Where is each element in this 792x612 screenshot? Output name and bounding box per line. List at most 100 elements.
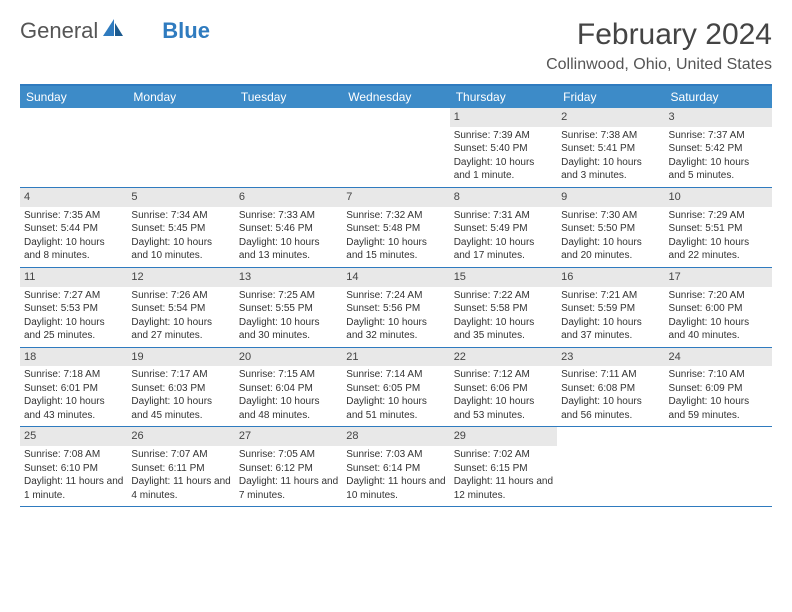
daylight-text: Daylight: 10 hours and 37 minutes.	[561, 316, 660, 343]
day-cell: .	[127, 108, 234, 187]
daylight-text: Daylight: 10 hours and 56 minutes.	[561, 395, 660, 422]
day-number: 21	[342, 348, 449, 367]
day-cell: 14Sunrise: 7:24 AMSunset: 5:56 PMDayligh…	[342, 268, 449, 347]
sunset-text: Sunset: 6:11 PM	[131, 462, 230, 476]
day-cell: 23Sunrise: 7:11 AMSunset: 6:08 PMDayligh…	[557, 348, 664, 427]
day-cell: .	[20, 108, 127, 187]
sunrise-text: Sunrise: 7:18 AM	[24, 368, 123, 382]
day-cell: .	[665, 427, 772, 506]
sunrise-text: Sunrise: 7:07 AM	[131, 448, 230, 462]
sunset-text: Sunset: 5:54 PM	[131, 302, 230, 316]
day-cell: 26 Sunrise: 7:07 AMSunset: 6:11 PMDayligh…	[127, 427, 234, 506]
day-cell: 13Sunrise: 7:25 AMSunset: 5:55 PMDayligh…	[235, 268, 342, 347]
daylight-text: Daylight: 10 hours and 8 minutes.	[24, 236, 123, 263]
daylight-text: Daylight: 10 hours and 30 minutes.	[239, 316, 338, 343]
daylight-text: Daylight: 10 hours and 51 minutes.	[346, 395, 445, 422]
day-cell: 4Sunrise: 7:35 AMSunset: 5:44 PMDaylight…	[20, 188, 127, 267]
sunset-text: Sunset: 5:49 PM	[454, 222, 553, 236]
daylight-text: Daylight: 10 hours and 32 minutes.	[346, 316, 445, 343]
sunset-text: Sunset: 5:58 PM	[454, 302, 553, 316]
day-number: 9	[557, 188, 664, 207]
daylight-text: Daylight: 10 hours and 22 minutes.	[669, 236, 768, 263]
daylight-text: Daylight: 10 hours and 25 minutes.	[24, 316, 123, 343]
days-of-week-row: SundayMondayTuesdayWednesdayThursdayFrid…	[20, 86, 772, 108]
sunrise-text: Sunrise: 7:35 AM	[24, 209, 123, 223]
day-cell: 9Sunrise: 7:30 AMSunset: 5:50 PMDaylight…	[557, 188, 664, 267]
sunrise-text: Sunrise: 7:11 AM	[561, 368, 660, 382]
day-cell: 1Sunrise: 7:39 AMSunset: 5:40 PMDaylight…	[450, 108, 557, 187]
sunset-text: Sunset: 5:46 PM	[239, 222, 338, 236]
sunset-text: Sunset: 6:04 PM	[239, 382, 338, 396]
sunset-text: Sunset: 6:00 PM	[669, 302, 768, 316]
day-number: 17	[665, 268, 772, 287]
day-cell: 10Sunrise: 7:29 AMSunset: 5:51 PMDayligh…	[665, 188, 772, 267]
sunrise-text: Sunrise: 7:14 AM	[346, 368, 445, 382]
day-cell: 7Sunrise: 7:32 AMSunset: 5:48 PMDaylight…	[342, 188, 449, 267]
day-cell: 27Sunrise: 7:05 AMSunset: 6:12 PMDayligh…	[235, 427, 342, 506]
day-number: 3	[665, 108, 772, 127]
sunset-text: Sunset: 5:59 PM	[561, 302, 660, 316]
day-cell: 20Sunrise: 7:15 AMSunset: 6:04 PMDayligh…	[235, 348, 342, 427]
sunset-text: Sunset: 6:08 PM	[561, 382, 660, 396]
sunrise-text: Sunrise: 7:20 AM	[669, 289, 768, 303]
sunset-text: Sunset: 6:09 PM	[669, 382, 768, 396]
daylight-text: Daylight: 10 hours and 3 minutes.	[561, 156, 660, 183]
day-cell: 22Sunrise: 7:12 AMSunset: 6:06 PMDayligh…	[450, 348, 557, 427]
day-number: 19	[127, 348, 234, 367]
logo-sail-icon	[102, 18, 124, 44]
daylight-text: Daylight: 11 hours and 4 minutes.	[131, 475, 230, 502]
day-number: 26	[127, 427, 234, 446]
daylight-text: Daylight: 10 hours and 35 minutes.	[454, 316, 553, 343]
title-block: February 2024 Collinwood, Ohio, United S…	[546, 18, 772, 74]
daylight-text: Daylight: 11 hours and 1 minute.	[24, 475, 123, 502]
daylight-text: Daylight: 11 hours and 12 minutes.	[454, 475, 553, 502]
day-number: 27	[235, 427, 342, 446]
location-text: Collinwood, Ohio, United States	[546, 56, 772, 74]
day-number: 28	[342, 427, 449, 446]
daylight-text: Daylight: 10 hours and 5 minutes.	[669, 156, 768, 183]
daylight-text: Daylight: 10 hours and 45 minutes.	[131, 395, 230, 422]
day-cell: 12Sunrise: 7:26 AMSunset: 5:54 PMDayligh…	[127, 268, 234, 347]
dow-cell: Friday	[557, 86, 664, 108]
day-number: 16	[557, 268, 664, 287]
sunrise-text: Sunrise: 7:17 AM	[131, 368, 230, 382]
sunset-text: Sunset: 5:51 PM	[669, 222, 768, 236]
day-cell: 19Sunrise: 7:17 AMSunset: 6:03 PMDayligh…	[127, 348, 234, 427]
sunset-text: Sunset: 6:05 PM	[346, 382, 445, 396]
sunrise-text: Sunrise: 7:10 AM	[669, 368, 768, 382]
daylight-text: Daylight: 10 hours and 40 minutes.	[669, 316, 768, 343]
sunrise-text: Sunrise: 7:30 AM	[561, 209, 660, 223]
day-cell: 15Sunrise: 7:22 AMSunset: 5:58 PMDayligh…	[450, 268, 557, 347]
day-number: 14	[342, 268, 449, 287]
month-title: February 2024	[546, 18, 772, 52]
sunrise-text: Sunrise: 7:25 AM	[239, 289, 338, 303]
sunset-text: Sunset: 6:03 PM	[131, 382, 230, 396]
logo-text-blue: Blue	[162, 18, 210, 44]
logo-text-general: General	[20, 18, 98, 44]
sunset-text: Sunset: 6:12 PM	[239, 462, 338, 476]
sunrise-text: Sunrise: 7:05 AM	[239, 448, 338, 462]
day-cell: 24Sunrise: 7:10 AMSunset: 6:09 PMDayligh…	[665, 348, 772, 427]
daylight-text: Daylight: 10 hours and 43 minutes.	[24, 395, 123, 422]
sunrise-text: Sunrise: 7:32 AM	[346, 209, 445, 223]
sunrise-text: Sunrise: 7:26 AM	[131, 289, 230, 303]
week-row: 11Sunrise: 7:27 AMSunset: 5:53 PMDayligh…	[20, 268, 772, 348]
day-cell: 16 Sunrise: 7:21 AMSunset: 5:59 PMDayligh…	[557, 268, 664, 347]
daylight-text: Daylight: 10 hours and 48 minutes.	[239, 395, 338, 422]
sunset-text: Sunset: 5:56 PM	[346, 302, 445, 316]
sunrise-text: Sunrise: 7:37 AM	[669, 129, 768, 143]
day-cell: 3Sunrise: 7:37 AMSunset: 5:42 PMDaylight…	[665, 108, 772, 187]
sunrise-text: Sunrise: 7:21 AM	[561, 289, 660, 303]
sunrise-text: Sunrise: 7:31 AM	[454, 209, 553, 223]
week-row: 18Sunrise: 7:18 AMSunset: 6:01 PMDayligh…	[20, 348, 772, 428]
sunset-text: Sunset: 6:10 PM	[24, 462, 123, 476]
sunrise-text: Sunrise: 7:03 AM	[346, 448, 445, 462]
calendar: SundayMondayTuesdayWednesdayThursdayFrid…	[20, 84, 772, 507]
dow-cell: Monday	[127, 86, 234, 108]
day-number: 12	[127, 268, 234, 287]
sunrise-text: Sunrise: 7:02 AM	[454, 448, 553, 462]
day-number: 6	[235, 188, 342, 207]
sunset-text: Sunset: 5:55 PM	[239, 302, 338, 316]
day-cell: 6Sunrise: 7:33 AMSunset: 5:46 PMDaylight…	[235, 188, 342, 267]
day-number: 25	[20, 427, 127, 446]
